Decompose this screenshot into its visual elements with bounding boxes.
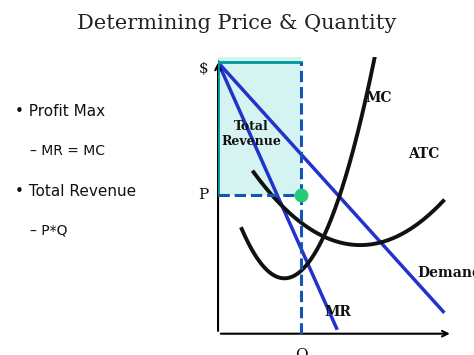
Text: – P*Q: – P*Q: [30, 224, 67, 237]
Text: • Total Revenue: • Total Revenue: [15, 184, 137, 199]
Text: – MR = MC: – MR = MC: [30, 144, 105, 158]
Text: MR: MR: [325, 305, 352, 318]
Text: P: P: [198, 188, 209, 202]
Text: Determining Price & Quantity: Determining Price & Quantity: [77, 14, 397, 33]
Text: Demand: Demand: [417, 266, 474, 280]
Bar: [218, 57, 301, 195]
Text: • Profit Max: • Profit Max: [15, 104, 105, 119]
Text: MC: MC: [365, 91, 392, 105]
Text: Q: Q: [295, 348, 307, 355]
Text: $: $: [199, 62, 209, 76]
Text: ATC: ATC: [408, 147, 439, 161]
Text: Total
Revenue: Total Revenue: [221, 120, 281, 148]
